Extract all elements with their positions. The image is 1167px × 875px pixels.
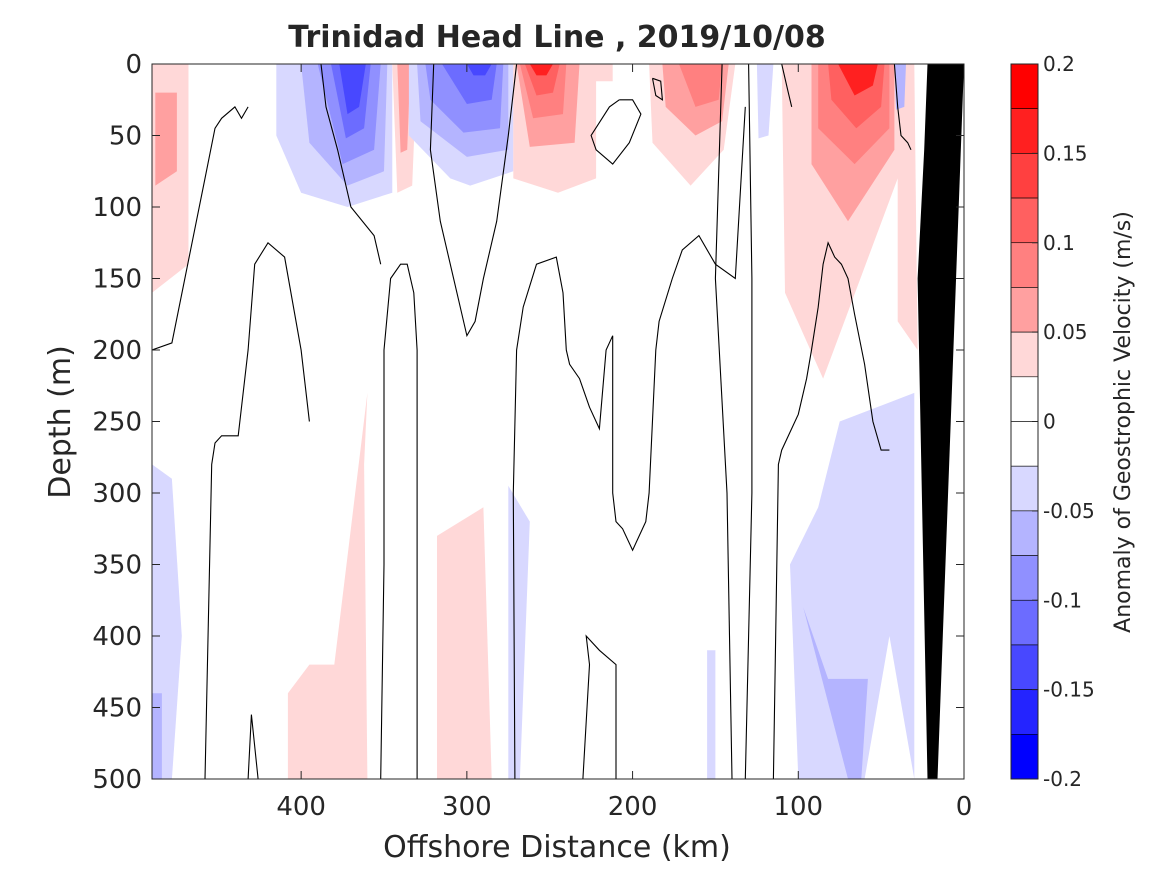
y-tick-label-0: 0 — [125, 50, 142, 80]
seafloor-mask — [917, 64, 964, 779]
colorbar-level-9 — [1010, 465, 1039, 512]
colorbar-tick-label-3: 0.05 — [1043, 320, 1088, 344]
x-tick-label-0: 0 — [956, 792, 973, 822]
velocity-region-positive-22 — [529, 64, 553, 76]
x-axis-ticks: 400 300 200 100 0 — [276, 64, 972, 822]
colorbar-tick-label-8: -0.2 — [1043, 767, 1082, 791]
zero-contour-4 — [320, 64, 382, 265]
colorbar-level-11 — [1010, 555, 1039, 601]
zero-contour-6 — [512, 106, 746, 779]
velocity-region-positive-27 — [679, 64, 723, 107]
colorbar-tick-label-0: 0.2 — [1043, 52, 1075, 76]
velocity-region-negative-36 — [790, 392, 915, 779]
colorbar-tick-label-7: -0.15 — [1043, 678, 1095, 702]
colorbar-level-14 — [1010, 689, 1039, 735]
velocity-regions — [152, 64, 918, 779]
y-axis-ticks: 0 50 100 150 200 250 300 350 400 450 500 — [92, 50, 964, 795]
zero-contours — [152, 64, 912, 779]
velocity-region-positive-24 — [591, 64, 613, 82]
colorbar-level-8 — [1010, 421, 1039, 467]
colorbar-tick-label-4: 0 — [1043, 410, 1056, 434]
colorbar-level-12 — [1010, 599, 1039, 646]
velocity-region-negative-28 — [707, 650, 716, 779]
y-tick-label-350: 350 — [92, 551, 142, 581]
colorbar — [1010, 63, 1039, 780]
y-tick-label-450: 450 — [92, 694, 142, 724]
zero-contour-3 — [380, 263, 418, 779]
colorbar-tick-label-5: -0.05 — [1043, 499, 1095, 523]
y-tick-label-250: 250 — [92, 408, 142, 438]
y-tick-label-200: 200 — [92, 336, 142, 366]
x-axis-label: Offshore Distance (km) — [383, 830, 731, 865]
y-tick-label-50: 50 — [109, 122, 142, 152]
colorbar-level-10 — [1010, 510, 1039, 556]
zero-contour-11 — [772, 241, 890, 779]
colorbar-level-6 — [1010, 331, 1039, 378]
velocity-region-positive-10 — [397, 64, 411, 153]
zero-contour-1 — [204, 241, 310, 779]
velocity-region-negative-16 — [466, 64, 492, 76]
y-axis-label: Depth (m) — [43, 345, 78, 499]
x-tick-label-400: 400 — [276, 792, 326, 822]
y-tick-label-400: 400 — [92, 622, 142, 652]
y-tick-label-500: 500 — [92, 765, 142, 795]
colorbar-tick-label-1: 0.15 — [1043, 141, 1088, 165]
velocity-region-positive-21 — [524, 64, 560, 96]
x-tick-label-200: 200 — [608, 792, 658, 822]
chart-title: Trinidad Head Line , 2019/10/08 — [288, 20, 825, 55]
x-tick-label-300: 300 — [442, 792, 492, 822]
colorbar-level-4 — [1010, 242, 1039, 288]
colorbar-label: Anomaly of Geostrophic Velocity (m/s) — [1111, 211, 1136, 633]
velocity-region-negative-29 — [756, 64, 774, 139]
velocity-region-positive-11 — [287, 392, 368, 779]
colorbar-level-15 — [1010, 734, 1039, 780]
velocity-region-positive-34 — [838, 64, 878, 96]
zero-contour-2 — [247, 714, 259, 779]
velocity-region-negative-37 — [803, 607, 868, 779]
x-tick-label-100: 100 — [773, 792, 823, 822]
colorbar-level-5 — [1010, 287, 1039, 333]
colorbar-level-7 — [1010, 376, 1039, 422]
zero-contour-7 — [582, 634, 617, 779]
colorbar-level-2 — [1010, 153, 1039, 199]
colorbar-tick-label-2: 0.1 — [1043, 231, 1075, 255]
zero-contour-13 — [893, 64, 912, 151]
velocity-region-negative-3 — [152, 693, 162, 779]
colorbar-level-3 — [1010, 197, 1039, 244]
zero-contour-8 — [590, 99, 642, 165]
zero-contour-9 — [651, 77, 664, 101]
zero-contour-0 — [152, 106, 249, 351]
colorbar-tick-label-6: -0.1 — [1043, 588, 1082, 612]
plot-frame — [151, 63, 965, 780]
y-tick-label-300: 300 — [92, 479, 142, 509]
zero-contour-10 — [714, 64, 753, 779]
colorbar-level-13 — [1010, 644, 1039, 690]
colorbar-ticks: 0.2 0.15 0.1 0.05 0 -0.05 -0.1 -0.15 -0.2 — [1032, 52, 1095, 791]
velocity-region-positive-17 — [437, 507, 492, 779]
zero-contour-5 — [429, 64, 518, 338]
y-tick-label-100: 100 — [92, 193, 142, 223]
velocity-region-positive-1 — [155, 92, 177, 186]
colorbar-level-1 — [1010, 108, 1039, 154]
y-tick-label-150: 150 — [92, 265, 142, 295]
plot-area — [152, 64, 964, 779]
velocity-region-negative-8 — [339, 64, 366, 115]
colorbar-level-0 — [1010, 63, 1039, 109]
zero-contour-12 — [781, 64, 793, 108]
